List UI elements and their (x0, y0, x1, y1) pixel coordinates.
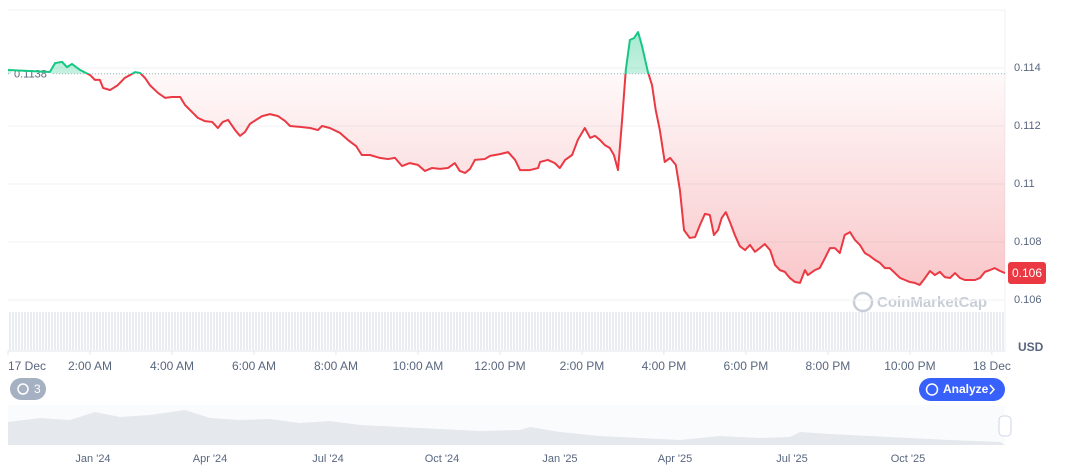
navigator-label: Jul '25 (776, 453, 807, 465)
y-tick-label: 0.112 (1014, 120, 1041, 132)
x-tick-label: 10:00 PM (884, 359, 935, 373)
y-tick-label: 0.114 (1014, 62, 1041, 74)
navigator-area (8, 410, 1005, 445)
y-tick-label: 0.11 (1014, 178, 1035, 190)
history-badge[interactable]: 3 (10, 378, 46, 400)
x-tick-label: 18 Dec (973, 359, 1011, 373)
x-tick-label: 4:00 PM (642, 359, 687, 373)
last-price-badge (1008, 262, 1046, 285)
x-tick-label: 8:00 AM (314, 359, 358, 373)
analyze-chevron (989, 384, 996, 395)
x-tick-label: 2:00 PM (560, 359, 605, 373)
history-count[interactable]: 3 (34, 382, 41, 396)
volume-band (8, 312, 1005, 350)
watermark-logo (852, 291, 874, 313)
price-line (7, 31, 1006, 286)
watermark: CoinMarketCap (852, 291, 987, 313)
navigator-label: Jul '24 (312, 453, 343, 465)
navigator-label: Jan '25 (542, 453, 577, 465)
watermark-text: CoinMarketCap (877, 294, 987, 311)
price-area (8, 32, 1005, 285)
last-price-label: 0.106 (1012, 266, 1042, 280)
x-tick-label: 12:00 PM (474, 359, 525, 373)
navigator-label: Jan '24 (75, 453, 110, 465)
history-icon (17, 383, 29, 395)
y-tick-label: 0.106 (1014, 294, 1042, 306)
analyze-button[interactable]: Analyze (919, 378, 1005, 401)
navigator-label: Oct '24 (425, 453, 460, 465)
navigator-label: Apr '24 (193, 453, 228, 465)
x-tick-label: 8:00 PM (806, 359, 851, 373)
x-tick-label: 10:00 AM (393, 359, 444, 373)
x-tick-label: 6:00 AM (232, 359, 276, 373)
y-tick-label: 0.108 (1014, 236, 1042, 248)
analyze-button-bg[interactable] (919, 378, 1005, 401)
navigator-label: Oct '25 (891, 453, 926, 465)
currency-label: USD (1018, 340, 1044, 354)
navigator[interactable] (8, 405, 1012, 445)
x-tick-label: 6:00 PM (724, 359, 769, 373)
navigator-handle[interactable] (998, 415, 1012, 437)
navigator-label: Apr '25 (658, 453, 693, 465)
analyze-icon (925, 383, 939, 396)
x-tick-label: 2:00 AM (68, 359, 112, 373)
x-tick-label: 4:00 AM (150, 359, 194, 373)
analyze-text[interactable]: Analyze (943, 382, 989, 396)
x-tick-label: 17 Dec (8, 359, 46, 373)
